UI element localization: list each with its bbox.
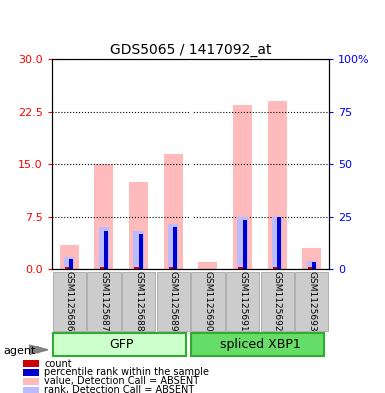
Text: GSM1125691: GSM1125691 <box>238 271 247 332</box>
Bar <box>173 227 177 269</box>
Text: GSM1125690: GSM1125690 <box>203 271 213 332</box>
Bar <box>157 272 190 331</box>
Text: GSM1125689: GSM1125689 <box>169 271 178 332</box>
Bar <box>295 272 328 331</box>
Text: value, Detection Call = ABSENT: value, Detection Call = ABSENT <box>44 376 199 386</box>
Bar <box>191 272 224 331</box>
Bar <box>94 164 114 269</box>
Bar <box>60 245 79 269</box>
Bar <box>272 217 282 269</box>
Bar <box>69 259 74 269</box>
Bar <box>23 360 39 367</box>
Bar <box>87 272 121 331</box>
Bar <box>134 267 139 269</box>
Text: GFP: GFP <box>109 338 134 351</box>
Bar <box>308 267 312 269</box>
Bar <box>169 267 173 269</box>
Bar <box>23 369 39 376</box>
Text: GSM1125693: GSM1125693 <box>307 271 316 332</box>
Text: count: count <box>44 359 72 369</box>
Bar <box>23 387 39 393</box>
Bar <box>100 267 104 269</box>
Title: GDS5065 / 1417092_at: GDS5065 / 1417092_at <box>110 42 271 57</box>
Bar <box>306 261 317 269</box>
Bar <box>104 231 108 269</box>
Bar <box>238 267 243 269</box>
Bar <box>99 227 109 269</box>
Bar <box>268 101 287 269</box>
Text: GSM1125687: GSM1125687 <box>99 271 109 332</box>
Bar <box>65 267 69 269</box>
Bar <box>53 272 86 331</box>
Text: percentile rank within the sample: percentile rank within the sample <box>44 367 209 378</box>
Bar <box>226 272 259 331</box>
Text: rank, Detection Call = ABSENT: rank, Detection Call = ABSENT <box>44 385 194 393</box>
Text: spliced XBP1: spliced XBP1 <box>219 338 300 351</box>
Bar <box>243 220 247 269</box>
Bar <box>139 234 143 269</box>
Bar <box>129 182 148 269</box>
Text: GSM1125688: GSM1125688 <box>134 271 143 332</box>
Text: GSM1125686: GSM1125686 <box>65 271 74 332</box>
Bar <box>134 231 144 269</box>
Bar <box>122 272 155 331</box>
Bar <box>168 224 178 269</box>
Bar <box>273 267 277 269</box>
Bar <box>198 262 218 269</box>
Text: GSM1125692: GSM1125692 <box>273 272 282 332</box>
Bar <box>302 248 321 269</box>
Bar <box>277 217 281 269</box>
Bar <box>53 333 186 356</box>
Bar <box>191 333 324 356</box>
Bar <box>64 257 74 269</box>
Bar <box>261 272 294 331</box>
Bar <box>164 154 183 269</box>
Polygon shape <box>29 345 48 354</box>
Bar <box>312 262 316 269</box>
Bar <box>237 217 248 269</box>
Bar <box>23 378 39 385</box>
Bar <box>233 105 252 269</box>
Text: agent: agent <box>4 345 36 356</box>
